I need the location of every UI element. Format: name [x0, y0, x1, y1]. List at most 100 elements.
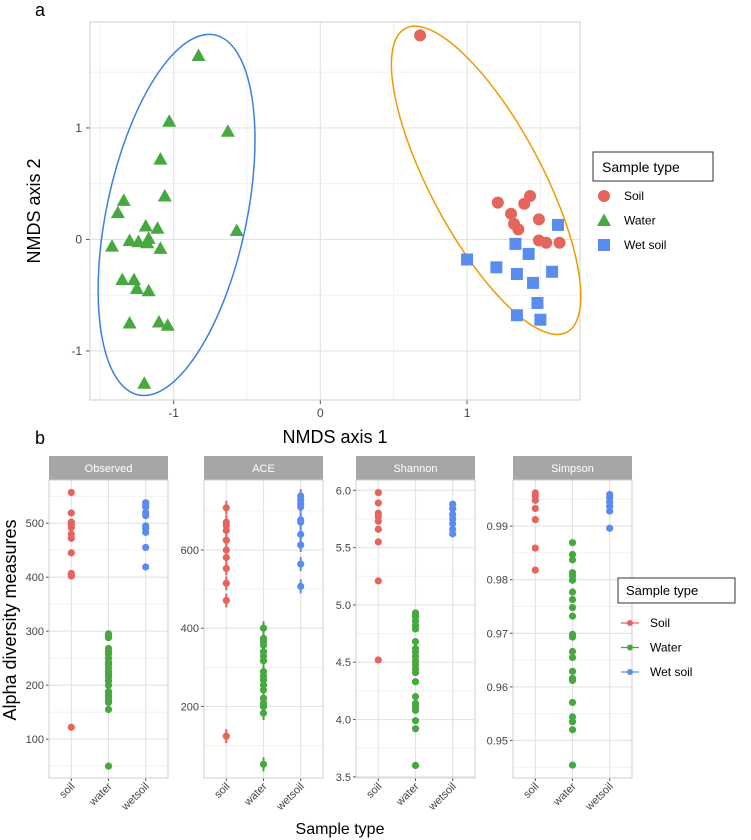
point-wetsoil — [527, 276, 540, 289]
point-water — [568, 588, 577, 596]
x-tick-label: 1 — [464, 406, 471, 420]
point-wetsoil — [534, 313, 547, 326]
point-water — [191, 48, 206, 61]
point-water — [568, 718, 577, 726]
point-wetsoil — [449, 519, 457, 528]
point-soil — [374, 499, 382, 507]
point-wetsoil — [297, 503, 305, 511]
point-water — [568, 726, 577, 734]
point-water — [411, 638, 420, 646]
point-soil — [222, 526, 230, 535]
y-tick-label: 0.99 — [487, 521, 508, 533]
legend-key-water — [597, 213, 611, 226]
point-water — [568, 576, 577, 584]
point-soil — [222, 546, 230, 554]
facet-title: Observed — [85, 463, 133, 475]
point-wetsoil — [551, 218, 564, 231]
point-wetsoil — [606, 507, 614, 515]
point-water — [141, 283, 156, 297]
point-water — [104, 681, 113, 689]
point-water — [220, 124, 235, 137]
point-wetsoil — [461, 253, 474, 266]
point-soil — [67, 488, 75, 497]
legend-label: Water — [624, 214, 656, 228]
y-tick-label: 500 — [26, 518, 44, 530]
point-wetsoil — [142, 512, 150, 520]
point-water — [137, 376, 152, 389]
facet-title: ACE — [252, 463, 275, 475]
point-water — [104, 705, 113, 714]
legend-key-wetsoil — [598, 239, 610, 251]
point-wetsoil — [142, 563, 150, 571]
point-water — [138, 219, 153, 232]
point-soil — [531, 544, 539, 552]
y-tick-label: 300 — [26, 626, 44, 638]
point-water — [568, 550, 577, 559]
x-axis-title: NMDS axis 1 — [282, 427, 387, 447]
point-water — [568, 647, 577, 656]
point-water — [411, 678, 420, 686]
point-water — [411, 668, 420, 677]
point-wetsoil — [509, 237, 522, 250]
point-water — [568, 539, 577, 547]
y-tick-label: 400 — [26, 572, 44, 584]
legend-label: Wet soil — [650, 665, 692, 679]
x-tick-label: soil — [212, 781, 232, 801]
point-water — [568, 556, 577, 564]
legend-key-wetsoil — [627, 669, 633, 675]
y-axis-title: NMDS axis 2 — [24, 158, 44, 263]
y-tick-label: 5.0 — [336, 600, 351, 612]
point-soil — [374, 489, 382, 497]
x-tick-label: soil — [57, 781, 77, 801]
facet-strip — [49, 456, 168, 480]
plot-border — [89, 21, 581, 401]
point-soil — [540, 236, 553, 249]
x-tick-label: water — [393, 780, 421, 808]
legend-title: Sample type — [602, 159, 680, 175]
point-water — [129, 281, 144, 294]
point-water — [160, 318, 175, 331]
x-tick-label: wetsoil — [274, 781, 307, 814]
facet-shannon: Shannon 3.5 4.0 4.5 5.0 5.5 6.0 soil water wetsoi… — [336, 456, 476, 814]
legend-label: Wet soil — [624, 238, 666, 252]
point-water — [568, 667, 577, 675]
point-soil — [505, 207, 518, 220]
point-soil — [531, 504, 539, 513]
y-tick-label: 4.0 — [336, 715, 351, 727]
point-water — [259, 760, 268, 768]
point-water — [229, 223, 244, 237]
point-soil — [67, 572, 75, 580]
facet-observed: Observed 100 200 300 400 500 soil water wetsoil — [26, 456, 169, 814]
point-soil — [414, 29, 427, 42]
point-water — [568, 653, 577, 662]
legend-label: Water — [650, 641, 682, 655]
point-water — [131, 234, 146, 248]
point-water — [568, 676, 577, 685]
facet-title: Simpson — [551, 463, 594, 475]
confidence-ellipse-ellipse_soil — [390, 25, 582, 336]
point-soil — [222, 596, 230, 605]
point-soil — [67, 549, 75, 557]
point-water — [411, 725, 420, 733]
point-water — [259, 624, 268, 632]
y-tick-label: 6.0 — [336, 485, 351, 497]
point-wetsoil — [142, 503, 150, 511]
point-soil — [374, 577, 382, 585]
facet-strip — [204, 456, 323, 480]
point-soil — [531, 566, 539, 574]
point-wetsoil — [449, 505, 457, 513]
x-axis-title: Sample type — [296, 821, 385, 838]
point-soil — [374, 517, 382, 525]
legend-label: Soil — [650, 616, 670, 630]
y-axis-title: Alpha diversity measures — [0, 519, 20, 720]
point-soil — [67, 723, 75, 731]
point-water — [259, 709, 268, 717]
point-wetsoil — [522, 247, 535, 260]
x-tick-label: wetsoil — [583, 781, 616, 814]
panel-a: a -1 0 1 -1 0 1 NMDS axis 1 NMDS axis 2 Sample ty… — [24, 0, 714, 447]
point-water — [122, 233, 137, 247]
legend-a: Sample type Soil Water Wet soil — [592, 151, 714, 252]
y-tick-label: 3.5 — [336, 772, 351, 784]
